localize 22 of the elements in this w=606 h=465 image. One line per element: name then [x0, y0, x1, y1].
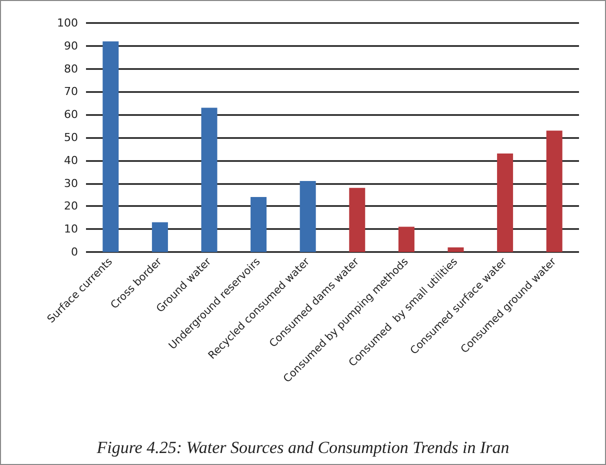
bar — [201, 108, 218, 252]
y-tick-label: 10 — [64, 222, 78, 236]
y-tick-label: 20 — [64, 200, 78, 213]
y-tick-label: 70 — [64, 85, 78, 98]
caption: Figure 4.25: Water Sources and Consumption Trends in Iran — [96, 438, 510, 457]
y-tick-label: 60 — [64, 108, 78, 122]
y-tick-label: 90 — [64, 39, 78, 52]
bar — [497, 154, 514, 252]
y-tick-label: 80 — [64, 62, 78, 76]
bar — [152, 222, 168, 252]
y-tick-label: 100 — [57, 16, 78, 30]
bar — [448, 247, 464, 252]
bar — [349, 188, 366, 252]
bar — [250, 197, 267, 252]
y-tick-label: 50 — [64, 131, 78, 144]
bar — [102, 41, 119, 252]
y-tick-label: 0 — [71, 246, 78, 258]
bar — [398, 226, 414, 252]
bar — [546, 130, 562, 252]
y-tick-label: 30 — [64, 176, 78, 190]
bar — [300, 181, 316, 252]
y-tick-label: 40 — [64, 154, 78, 167]
